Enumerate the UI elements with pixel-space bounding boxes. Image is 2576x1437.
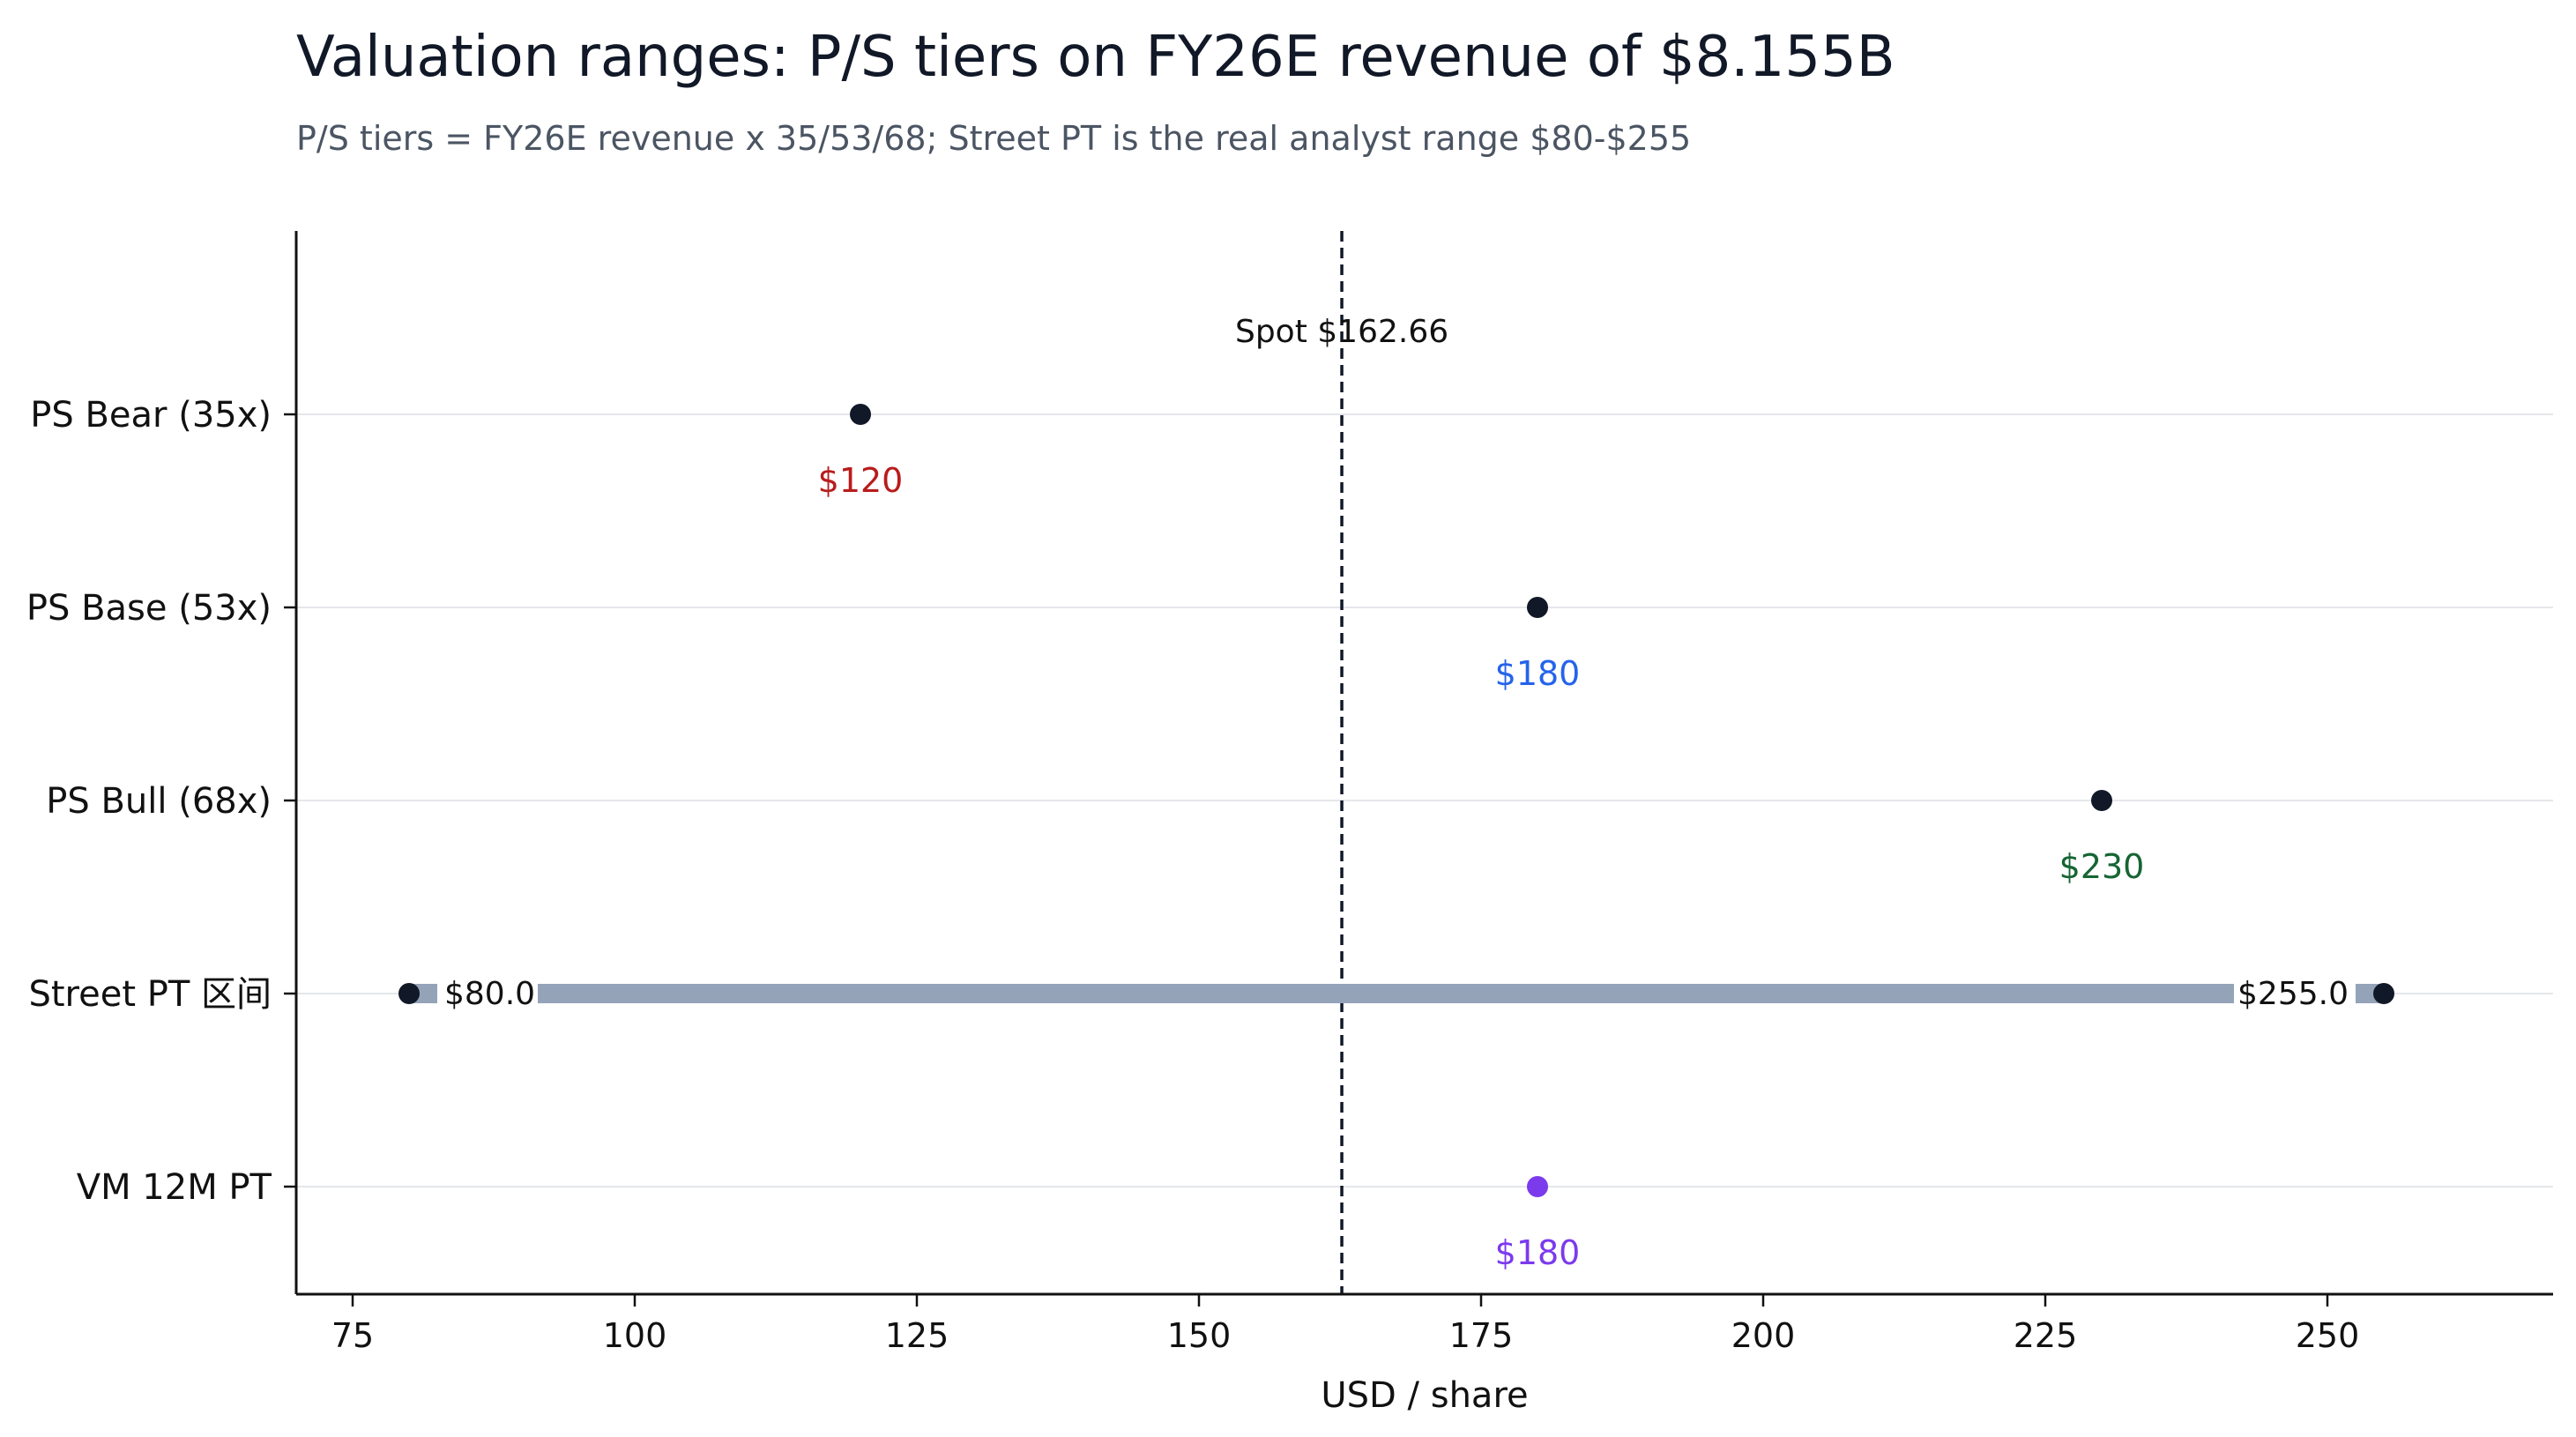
- y-category-label: PS Bull (68x): [46, 781, 272, 822]
- data-point: [850, 404, 871, 425]
- chart-title: Valuation ranges: P/S tiers on FY26E rev…: [296, 25, 1895, 90]
- range-high-point: [2373, 983, 2394, 1004]
- x-tick-label: 175: [1449, 1316, 1514, 1355]
- range-low-label-bg: [437, 971, 538, 1013]
- data-point: [1527, 1176, 1548, 1197]
- x-axis-ticks: 75 100 125 150 175 200 225 250: [331, 1294, 2359, 1355]
- data-label: $180: [1495, 1233, 1581, 1272]
- range-high-label: $255.0: [2237, 976, 2349, 1012]
- data-point: [1527, 597, 1548, 618]
- range-high-label-bg: [2234, 971, 2356, 1013]
- x-tick-label: 75: [331, 1316, 374, 1355]
- x-tick-label: 200: [1731, 1316, 1796, 1355]
- data-label: $180: [1495, 654, 1581, 693]
- range-low-point: [398, 983, 420, 1004]
- gridlines: [296, 413, 2553, 1188]
- reference-line-group: Spot $162.66: [1235, 231, 1448, 1294]
- data-label: $230: [2059, 847, 2145, 886]
- data-label: $120: [818, 461, 904, 500]
- y-category-label: PS Base (53x): [26, 588, 272, 629]
- y-category-label: PS Bear (35x): [30, 395, 272, 436]
- range-low-label: $80.0: [444, 976, 535, 1012]
- x-tick-label: 150: [1167, 1316, 1232, 1355]
- y-category-label: Street PT 区间: [28, 974, 272, 1015]
- x-axis-title: USD / share: [1321, 1375, 1528, 1416]
- x-tick-label: 100: [603, 1316, 667, 1355]
- x-tick-label: 225: [2014, 1316, 2078, 1355]
- data-marks: $120 $180 $230 $80.0 $255.0 $180: [398, 404, 2394, 1272]
- data-point: [2091, 790, 2112, 811]
- chart-subtitle: P/S tiers = FY26E revenue x 35/53/68; St…: [296, 119, 1691, 158]
- y-axis-ticks: PS Bear (35x) PS Base (53x) PS Bull (68x) S…: [26, 395, 296, 1208]
- y-category-label: VM 12M PT: [77, 1167, 272, 1208]
- spot-reference-label: Spot $162.66: [1235, 314, 1448, 350]
- x-tick-label: 250: [2296, 1316, 2360, 1355]
- x-tick-label: 125: [885, 1316, 949, 1355]
